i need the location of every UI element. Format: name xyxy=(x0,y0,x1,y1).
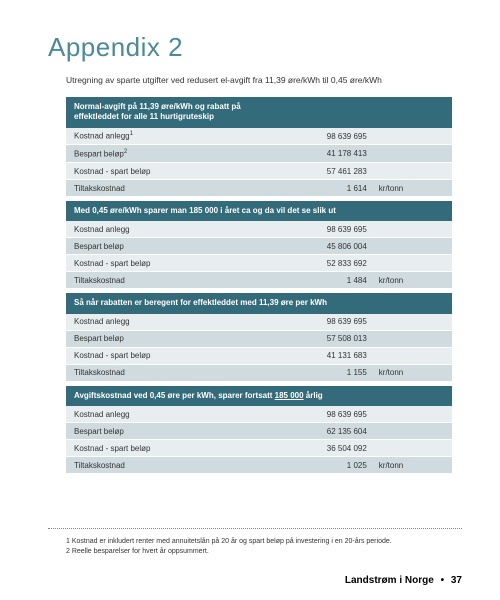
row-unit: kr/tonn xyxy=(375,364,452,381)
row-value: 1 614 xyxy=(259,180,375,197)
row-value: 57 508 013 xyxy=(259,330,375,347)
row-unit xyxy=(375,163,452,180)
page-subtitle: Utregning av sparte utgifter ved reduser… xyxy=(48,75,462,85)
row-label: Kostnad - spart beløp xyxy=(66,163,259,180)
row-unit xyxy=(375,347,452,364)
section-header: Avgiftskostnad ved 0,45 øre per kWh, spa… xyxy=(66,386,452,406)
row-value: 45 806 004 xyxy=(259,238,375,255)
row-value: 41 131 683 xyxy=(259,347,375,364)
row-label: Kostnad anlegg xyxy=(66,406,259,423)
row-value: 98 639 695 xyxy=(259,128,375,145)
table-row: Kostnad - spart beløp52 833 692 xyxy=(66,255,452,272)
row-unit xyxy=(375,440,452,457)
row-value: 62 135 604 xyxy=(259,423,375,440)
row-label: Kostnad - spart beløp xyxy=(66,255,259,272)
table-row: Kostnad - spart beløp41 131 683 xyxy=(66,347,452,364)
table-row: Tiltakskostnad1 155kr/tonn xyxy=(66,364,452,381)
table-row: Kostnad anlegg98 639 695 xyxy=(66,406,452,423)
row-value: 52 833 692 xyxy=(259,255,375,272)
row-value: 36 504 092 xyxy=(259,440,375,457)
row-label: Kostnad - spart beløp xyxy=(66,440,259,457)
row-label: Kostnad - spart beløp xyxy=(66,347,259,364)
row-label: Kostnad anlegg xyxy=(66,221,259,238)
table-row: Tiltakskostnad1 025kr/tonn xyxy=(66,457,452,474)
row-unit xyxy=(375,255,452,272)
row-unit xyxy=(375,221,452,238)
row-unit: kr/tonn xyxy=(375,457,452,474)
row-value: 41 178 413 xyxy=(259,145,375,163)
page-title: Appendix 2 xyxy=(48,32,462,63)
table-row: Kostnad - spart beløp36 504 092 xyxy=(66,440,452,457)
footer-divider xyxy=(48,528,462,529)
table-row: Tiltakskostnad1 484kr/tonn xyxy=(66,272,452,289)
row-label: Tiltakskostnad xyxy=(66,457,259,474)
row-value: 1 155 xyxy=(259,364,375,381)
table-row: Kostnad anlegg98 639 695 xyxy=(66,314,452,331)
row-label: Tiltakskostnad xyxy=(66,364,259,381)
table-row: Tiltakskostnad1 614kr/tonn xyxy=(66,180,452,197)
table-row: Kostnad - spart beløp57 461 283 xyxy=(66,163,452,180)
cost-table: Kostnad anlegg98 639 695Bespart beløp57 … xyxy=(66,314,452,382)
row-label: Kostnad anlegg1 xyxy=(66,128,259,145)
row-value: 1 025 xyxy=(259,457,375,474)
row-value: 98 639 695 xyxy=(259,221,375,238)
row-unit: kr/tonn xyxy=(375,180,452,197)
table-row: Bespart beløp45 806 004 xyxy=(66,238,452,255)
row-label: Tiltakskostnad xyxy=(66,272,259,289)
row-unit xyxy=(375,406,452,423)
row-unit xyxy=(375,128,452,145)
footnote-line: 1 Kostnad er inkludert renter med annuit… xyxy=(66,537,462,547)
cost-table: Kostnad anlegg98 639 695Bespart beløp62 … xyxy=(66,406,452,474)
table-row: Kostnad anlegg198 639 695 xyxy=(66,128,452,145)
row-value: 98 639 695 xyxy=(259,406,375,423)
row-value: 98 639 695 xyxy=(259,314,375,331)
table-row: Bespart beløp241 178 413 xyxy=(66,145,452,163)
section-header: Normal-avgift på 11,39 øre/kWh og rabatt… xyxy=(66,97,452,128)
footnotes: 1 Kostnad er inkludert renter med annuit… xyxy=(48,537,462,557)
table-row: Bespart beløp57 508 013 xyxy=(66,330,452,347)
row-label: Kostnad anlegg xyxy=(66,314,259,331)
cost-table: Kostnad anlegg98 639 695Bespart beløp45 … xyxy=(66,221,452,289)
row-unit xyxy=(375,145,452,163)
table-row: Bespart beløp62 135 604 xyxy=(66,423,452,440)
row-unit xyxy=(375,238,452,255)
footer-bullet: • xyxy=(441,575,445,586)
footnote-line: 2 Reelle besparelser for hvert år oppsum… xyxy=(66,547,462,557)
row-label: Bespart beløp xyxy=(66,238,259,255)
page-footer: Landstrøm i Norge • 37 xyxy=(48,575,462,586)
row-unit xyxy=(375,423,452,440)
row-label: Bespart beløp xyxy=(66,423,259,440)
footer-area: 1 Kostnad er inkludert renter med annuit… xyxy=(0,528,500,600)
cost-table: Kostnad anlegg198 639 695Bespart beløp24… xyxy=(66,128,452,197)
row-label: Bespart beløp xyxy=(66,330,259,347)
row-unit xyxy=(375,314,452,331)
section-header: Så når rabatten er beregent for effektle… xyxy=(66,293,452,313)
row-label: Tiltakskostnad xyxy=(66,180,259,197)
tables-container: Normal-avgift på 11,39 øre/kWh og rabatt… xyxy=(48,97,462,474)
footer-text: Landstrøm i Norge xyxy=(345,575,434,586)
section-header: Med 0,45 øre/kWh sparer man 185 000 i år… xyxy=(66,201,452,221)
row-label: Bespart beløp2 xyxy=(66,145,259,163)
row-value: 1 484 xyxy=(259,272,375,289)
row-value: 57 461 283 xyxy=(259,163,375,180)
row-unit: kr/tonn xyxy=(375,272,452,289)
footer-page-number: 37 xyxy=(451,575,462,586)
row-unit xyxy=(375,330,452,347)
table-row: Kostnad anlegg98 639 695 xyxy=(66,221,452,238)
